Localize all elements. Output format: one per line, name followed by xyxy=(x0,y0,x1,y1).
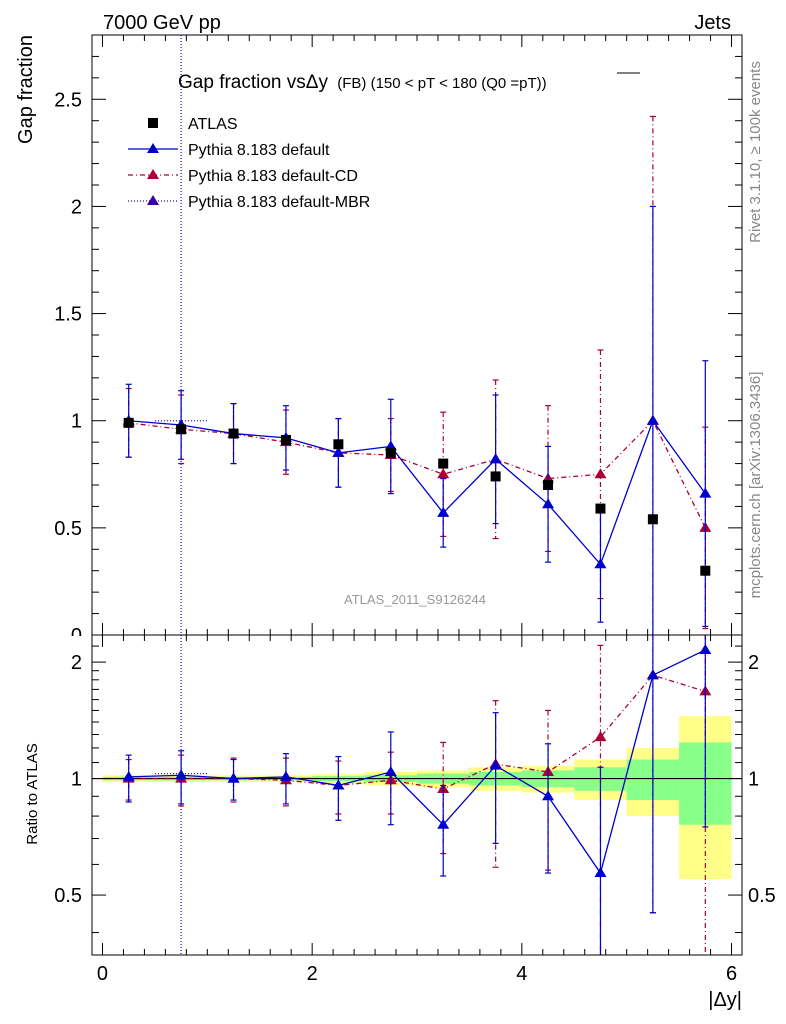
legend-mbr-marker xyxy=(147,195,159,205)
main-default-marker-7 xyxy=(489,453,502,464)
main-cd-marker-6 xyxy=(437,468,450,479)
ratio-default-marker-3 xyxy=(279,770,292,781)
ratio-default-marker-5 xyxy=(384,765,397,776)
legend-atlas-marker xyxy=(148,118,158,128)
x-tick-label-2: 4 xyxy=(516,963,527,985)
ratio-default-marker-0 xyxy=(122,770,135,781)
header-energy-label: 7000 GeV pp xyxy=(103,12,221,34)
x-tick-label-0: 0 xyxy=(97,963,108,985)
main-default-marker-8 xyxy=(542,498,555,509)
analysis-watermark: ATLAS_2011_S9126244 xyxy=(344,592,486,607)
title-condition-text: (FB) (150 < pT < 180 (Q0 = xyxy=(337,75,519,92)
main-y-axis-title: Gap fraction xyxy=(15,35,37,144)
atlas-data-point-5 xyxy=(385,447,396,458)
title-overline-text: pT xyxy=(519,75,537,92)
legend-mbr-label: Pythia 8.183 default-MBR xyxy=(188,194,370,211)
main-default-marker-9 xyxy=(594,558,607,569)
svg-text:Gap fraction vsΔy (FB) (: Gap fraction vsΔy (FB) (150 < pT < 180 (… xyxy=(178,72,547,93)
main-y-tick-label-0: 0.5 xyxy=(54,518,82,540)
ratio-y-tick-label-left-0: 0.5 xyxy=(54,885,82,907)
title-end-text: )) xyxy=(537,75,547,92)
atlas-data-point-1 xyxy=(176,424,187,435)
x-tick-label-3: 6 xyxy=(726,963,737,985)
ratio-y-tick-label-left-1: 1 xyxy=(71,769,82,791)
plot-axes: 0 2 4 6 0.5 1 1.5 2 2.5 0 0.5 0.5 1 1 2 2 xyxy=(54,34,776,985)
x-axis-title: |Δy| xyxy=(708,989,742,1011)
atlas-data-point-3 xyxy=(280,435,291,445)
x-tick-label-1: 2 xyxy=(307,963,318,985)
main-y-tick-label-1: 1 xyxy=(71,411,82,433)
ratio-default-line xyxy=(128,649,706,875)
main-default-marker-11 xyxy=(699,487,712,498)
ratio-y-tick-label-right-2: 2 xyxy=(748,652,759,674)
ratio-default-marker-7 xyxy=(489,759,502,770)
atlas-data-point-6 xyxy=(438,458,449,469)
legend: ATLAS Pythia 8.183 default Pythia 8.183 … xyxy=(128,116,370,211)
main-y-tick-label-zero: 0 xyxy=(71,625,82,647)
legend-cd-marker xyxy=(147,169,159,179)
ratio-cd-marker-9 xyxy=(594,731,607,742)
header-jets-label: Jets xyxy=(694,12,731,34)
ratio-default-marker-4 xyxy=(332,779,345,790)
atlas-data-point-11 xyxy=(700,565,711,576)
main-cd-line xyxy=(128,419,706,529)
main-y-tick-label-4: 2.5 xyxy=(54,89,82,111)
atlas-data-point-10 xyxy=(647,514,658,525)
main-cd-marker-9 xyxy=(594,468,607,479)
main-default-marker-4 xyxy=(332,446,345,457)
legend-default-marker xyxy=(147,143,159,153)
atlas-data-point-9 xyxy=(595,503,606,514)
ratio-default-marker-8 xyxy=(542,790,555,801)
ratio-plot-marks xyxy=(92,635,742,955)
main-plot-title: Gap fraction vsΔy (FB) (150 < pT < 180 (… xyxy=(178,72,640,93)
ratio-default-marker-6 xyxy=(437,818,450,829)
legend-atlas-label: ATLAS xyxy=(188,116,238,133)
ratio-y-tick-label-right-1: 1 xyxy=(748,769,759,791)
mcplots-reference-label: mcplots.cern.ch [arXiv:1306.3436] xyxy=(747,372,764,599)
ratio-default-marker-2 xyxy=(227,772,240,783)
ratio-default-marker-9 xyxy=(594,867,607,878)
atlas-data-point-2 xyxy=(228,428,239,439)
ratio-y-axis-title: Ratio to ATLAS xyxy=(24,743,41,844)
atlas-data-point-0 xyxy=(123,417,134,428)
main-default-marker-6 xyxy=(437,506,450,517)
main-plot-marks xyxy=(122,35,712,635)
ratio-default-marker-1 xyxy=(175,769,188,780)
atlas-data-point-7 xyxy=(490,471,501,482)
atlas-data-point-8 xyxy=(543,480,554,490)
atlas-data-point-4 xyxy=(333,439,344,450)
ratio-default-marker-11 xyxy=(699,643,712,654)
legend-cd-label: Pythia 8.183 default-CD xyxy=(188,168,358,185)
ratio-y-tick-label-right-0: 0.5 xyxy=(748,885,776,907)
legend-default-label: Pythia 8.183 default xyxy=(188,142,330,159)
rivet-version-label: Rivet 3.1.10, ≥ 100k events xyxy=(747,61,764,243)
main-y-tick-label-2: 1.5 xyxy=(54,304,82,326)
main-default-line xyxy=(128,419,706,566)
title-main-text: Gap fraction vsΔy xyxy=(178,72,328,93)
main-default-marker-10 xyxy=(646,414,659,425)
ratio-y-tick-label-left-2: 2 xyxy=(71,652,82,674)
ratio-default-marker-10 xyxy=(646,669,659,680)
main-y-tick-label-3: 2 xyxy=(71,196,82,218)
